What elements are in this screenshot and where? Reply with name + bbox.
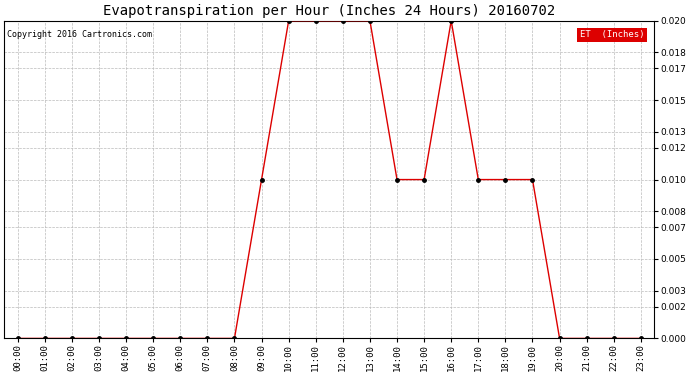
Text: ET  (Inches): ET (Inches)	[580, 30, 644, 39]
Title: Evapotranspiration per Hour (Inches 24 Hours) 20160702: Evapotranspiration per Hour (Inches 24 H…	[104, 4, 555, 18]
Text: Copyright 2016 Cartronics.com: Copyright 2016 Cartronics.com	[8, 30, 152, 39]
